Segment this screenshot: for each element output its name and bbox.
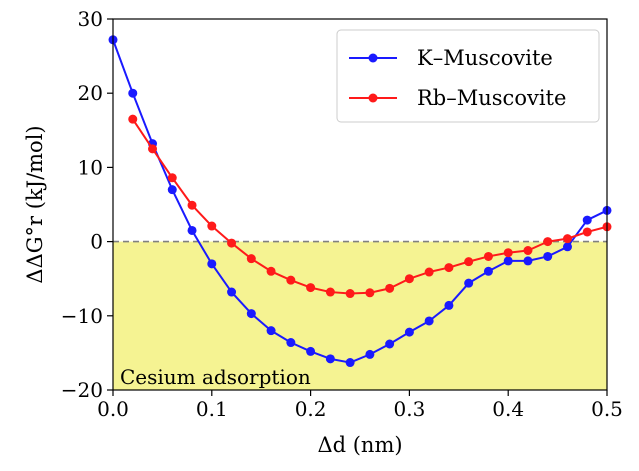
data-point-0-20 [503,256,513,266]
data-point-0-24 [582,215,592,225]
data-point-0-19 [483,266,493,276]
y-tick-label-3: 10 [78,155,103,179]
y-tick-label-4: 20 [78,81,103,105]
data-point-0-4 [187,225,197,235]
data-point-0-12 [345,358,355,368]
data-point-0-3 [167,185,177,195]
data-point-0-15 [404,327,414,337]
data-point-0-7 [246,309,256,319]
data-point-1-18 [483,251,493,261]
data-point-0-10 [306,346,316,356]
data-point-1-3 [187,200,197,210]
data-point-1-22 [562,234,572,244]
y-axis-label: ΔΔG°r (kJ/mol) [23,125,47,283]
x-tick-label-5: 0.5 [591,397,623,421]
shaded-region-label: Cesium adsorption [120,365,311,389]
legend-marker-k [368,53,378,63]
data-point-1-9 [306,283,316,293]
data-point-1-4 [207,221,217,231]
data-point-1-10 [325,287,335,297]
x-tick-label-0: 0.0 [97,397,129,421]
data-point-1-23 [582,227,592,237]
legend-marker-rb [368,93,378,103]
data-point-0-17 [444,300,454,310]
x-tick-label-1: 0.1 [196,397,228,421]
data-point-1-5 [227,238,237,248]
legend-box [336,29,600,123]
data-point-1-16 [444,263,454,273]
data-point-0-9 [286,338,296,348]
data-point-0-13 [365,349,375,359]
x-tick-label-4: 0.4 [492,397,524,421]
data-point-1-1 [148,144,158,154]
x-tick-label-3: 0.3 [393,397,425,421]
y-tick-label-5: 30 [78,7,103,31]
data-point-1-20 [523,246,533,256]
data-point-1-6 [246,254,256,264]
y-tick-label-1: −10 [61,304,103,328]
data-point-1-17 [464,257,474,267]
legend-label-rb: Rb–Muscovite [417,86,566,110]
data-point-0-16 [424,316,434,326]
data-point-0-22 [543,251,553,261]
y-tick-label-0: −20 [61,378,103,402]
y-tick-label-2: 0 [90,230,103,254]
data-point-0-21 [523,256,533,266]
data-point-1-0 [128,114,138,124]
data-point-0-23 [562,242,572,252]
data-point-1-11 [345,289,355,299]
legend: K–Muscovite Rb–Muscovite [336,29,600,123]
data-point-0-18 [464,278,474,288]
x-axis-label: Δd (nm) [317,433,402,457]
series-layer [108,35,612,368]
data-point-1-14 [404,274,414,284]
shaded-region [113,241,607,390]
data-point-0-11 [325,354,335,364]
data-point-0-5 [207,259,217,269]
legend-label-k: K–Muscovite [417,46,553,70]
data-point-0-6 [227,287,237,297]
data-point-1-13 [385,283,395,293]
x-tick-label-2: 0.2 [295,397,327,421]
data-point-0-14 [385,339,395,349]
data-point-1-8 [286,275,296,285]
data-point-1-12 [365,288,375,298]
data-point-0-1 [128,88,138,98]
data-point-1-21 [543,237,553,247]
data-point-0-8 [266,326,276,336]
data-point-1-2 [167,173,177,183]
data-point-1-19 [503,248,513,258]
plot-frame [112,18,608,391]
ticks-layer: 0.0 0.1 0.2 0.3 0.4 0.5 −20 −10 0 10 20 30 [61,7,623,421]
data-point-1-7 [266,266,276,276]
data-point-1-15 [424,267,434,277]
